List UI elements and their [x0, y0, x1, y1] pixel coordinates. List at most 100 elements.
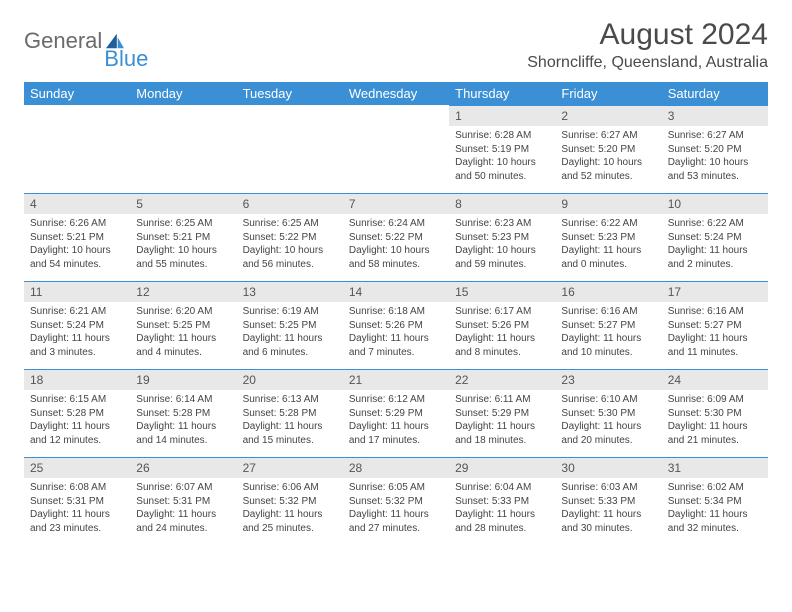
day-number: 24 — [662, 369, 768, 390]
calendar-day-cell: 16Sunrise: 6:16 AMSunset: 5:27 PMDayligh… — [555, 281, 661, 369]
day-content: Sunrise: 6:08 AMSunset: 5:31 PMDaylight:… — [24, 478, 130, 538]
sunrise-line: Sunrise: 6:28 AM — [455, 129, 549, 143]
day-number: 15 — [449, 281, 555, 302]
daylight-line: Daylight: 11 hours and 32 minutes. — [668, 508, 762, 535]
daylight-line: Daylight: 10 hours and 56 minutes. — [243, 244, 337, 271]
calendar-day-cell: 20Sunrise: 6:13 AMSunset: 5:28 PMDayligh… — [237, 369, 343, 457]
calendar-week-row: 4Sunrise: 6:26 AMSunset: 5:21 PMDaylight… — [24, 193, 768, 281]
sunrise-line: Sunrise: 6:18 AM — [349, 305, 443, 319]
calendar-day-cell: 14 Sunrise: 6:18 AMSunset: 5:26 PMDayligh… — [343, 281, 449, 369]
sunset-line: Sunset: 5:30 PM — [561, 407, 655, 421]
daylight-line: Daylight: 11 hours and 23 minutes. — [30, 508, 124, 535]
day-number: 16 — [555, 281, 661, 302]
calendar-day-cell: 22Sunrise: 6:11 AMSunset: 5:29 PMDayligh… — [449, 369, 555, 457]
day-content: Sunrise: 6:27 AMSunset: 5:20 PMDaylight:… — [662, 126, 768, 186]
day-content: Sunrise: 6:14 AMSunset: 5:28 PMDaylight:… — [130, 390, 236, 450]
day-content: Sunrise: 6:16 AMSunset: 5:27 PMDaylight:… — [555, 302, 661, 362]
sunset-line: Sunset: 5:20 PM — [668, 143, 762, 157]
calendar-day-cell — [24, 105, 130, 193]
day-number: 25 — [24, 457, 130, 478]
sunset-line: Sunset: 5:24 PM — [30, 319, 124, 333]
day-number: 1 — [449, 105, 555, 126]
day-number: 12 — [130, 281, 236, 302]
day-number: 2 — [555, 105, 661, 126]
sunrise-line: Sunrise: 6:22 AM — [561, 217, 655, 231]
day-number: 13 — [237, 281, 343, 302]
sunrise-line: Sunrise: 6:24 AM — [349, 217, 443, 231]
day-content: Sunrise: 6:25 AMSunset: 5:21 PMDaylight:… — [130, 214, 236, 274]
weekday-header: Tuesday — [237, 82, 343, 105]
calendar-day-cell: 19Sunrise: 6:14 AMSunset: 5:28 PMDayligh… — [130, 369, 236, 457]
day-number: 30 — [555, 457, 661, 478]
daylight-line: Daylight: 11 hours and 21 minutes. — [668, 420, 762, 447]
sunset-line: Sunset: 5:29 PM — [349, 407, 443, 421]
day-content: Sunrise: 6:15 AMSunset: 5:28 PMDaylight:… — [24, 390, 130, 450]
sunrise-line: Sunrise: 6:04 AM — [455, 481, 549, 495]
calendar-day-cell — [237, 105, 343, 193]
daylight-line: Daylight: 10 hours and 53 minutes. — [668, 156, 762, 183]
day-number: 29 — [449, 457, 555, 478]
sunrise-line: Sunrise: 6:27 AM — [668, 129, 762, 143]
day-content: Sunrise: 6:05 AMSunset: 5:32 PMDaylight:… — [343, 478, 449, 538]
sunrise-line: Sunrise: 6:12 AM — [349, 393, 443, 407]
daylight-line: Daylight: 10 hours and 58 minutes. — [349, 244, 443, 271]
sunset-line: Sunset: 5:27 PM — [668, 319, 762, 333]
daylight-line: Daylight: 11 hours and 20 minutes. — [561, 420, 655, 447]
sunrise-line: Sunrise: 6:19 AM — [243, 305, 337, 319]
day-number: 17 — [662, 281, 768, 302]
location: Shorncliffe, Queensland, Australia — [527, 54, 768, 72]
day-number: 28 — [343, 457, 449, 478]
day-content: Sunrise: 6:22 AMSunset: 5:23 PMDaylight:… — [555, 214, 661, 274]
day-number: 9 — [555, 193, 661, 214]
sunrise-line: Sunrise: 6:14 AM — [136, 393, 230, 407]
calendar-day-cell: 1Sunrise: 6:28 AMSunset: 5:19 PMDaylight… — [449, 105, 555, 193]
calendar-day-cell — [130, 105, 236, 193]
sunrise-line: Sunrise: 6:26 AM — [30, 217, 124, 231]
sunset-line: Sunset: 5:33 PM — [455, 495, 549, 509]
sunrise-line: Sunrise: 6:05 AM — [349, 481, 443, 495]
sunrise-line: Sunrise: 6:11 AM — [455, 393, 549, 407]
sunrise-line: Sunrise: 6:21 AM — [30, 305, 124, 319]
calendar-day-cell: 23Sunrise: 6:10 AMSunset: 5:30 PMDayligh… — [555, 369, 661, 457]
day-content: Sunrise: 6:19 AMSunset: 5:25 PMDaylight:… — [237, 302, 343, 362]
sunrise-line: Sunrise: 6:23 AM — [455, 217, 549, 231]
day-number: 22 — [449, 369, 555, 390]
sunset-line: Sunset: 5:21 PM — [136, 231, 230, 245]
calendar-day-cell: 25Sunrise: 6:08 AMSunset: 5:31 PMDayligh… — [24, 457, 130, 545]
daylight-line: Daylight: 11 hours and 10 minutes. — [561, 332, 655, 359]
header: General Blue August 2024 Shorncliffe, Qu… — [24, 18, 768, 72]
day-number: 19 — [130, 369, 236, 390]
brand-text-1: General — [24, 28, 102, 54]
sunset-line: Sunset: 5:21 PM — [30, 231, 124, 245]
day-number: 14 — [343, 281, 449, 302]
sunset-line: Sunset: 5:26 PM — [349, 319, 443, 333]
day-number: 8 — [449, 193, 555, 214]
sunset-line: Sunset: 5:25 PM — [136, 319, 230, 333]
day-number: 7 — [343, 193, 449, 214]
calendar-week-row: 18Sunrise: 6:15 AMSunset: 5:28 PMDayligh… — [24, 369, 768, 457]
daylight-line: Daylight: 11 hours and 8 minutes. — [455, 332, 549, 359]
calendar-table: SundayMondayTuesdayWednesdayThursdayFrid… — [24, 82, 768, 545]
day-content: Sunrise: 6:06 AMSunset: 5:32 PMDaylight:… — [237, 478, 343, 538]
daylight-line: Daylight: 11 hours and 7 minutes. — [349, 332, 443, 359]
sunset-line: Sunset: 5:32 PM — [243, 495, 337, 509]
day-number: 18 — [24, 369, 130, 390]
calendar-day-cell: 3Sunrise: 6:27 AMSunset: 5:20 PMDaylight… — [662, 105, 768, 193]
sunset-line: Sunset: 5:31 PM — [136, 495, 230, 509]
day-number: 26 — [130, 457, 236, 478]
day-content: Sunrise: 6:24 AMSunset: 5:22 PMDaylight:… — [343, 214, 449, 274]
sunset-line: Sunset: 5:20 PM — [561, 143, 655, 157]
sunset-line: Sunset: 5:29 PM — [455, 407, 549, 421]
sunset-line: Sunset: 5:22 PM — [349, 231, 443, 245]
day-content: Sunrise: 6:25 AMSunset: 5:22 PMDaylight:… — [237, 214, 343, 274]
sunrise-line: Sunrise: 6:07 AM — [136, 481, 230, 495]
day-content: Sunrise: 6:20 AMSunset: 5:25 PMDaylight:… — [130, 302, 236, 362]
day-number: 20 — [237, 369, 343, 390]
day-content: Sunrise: 6:11 AMSunset: 5:29 PMDaylight:… — [449, 390, 555, 450]
calendar-day-cell: 8Sunrise: 6:23 AMSunset: 5:23 PMDaylight… — [449, 193, 555, 281]
day-content: Sunrise: 6:22 AMSunset: 5:24 PMDaylight:… — [662, 214, 768, 274]
sunrise-line: Sunrise: 6:08 AM — [30, 481, 124, 495]
sunset-line: Sunset: 5:34 PM — [668, 495, 762, 509]
sunset-line: Sunset: 5:28 PM — [243, 407, 337, 421]
sunrise-line: Sunrise: 6:13 AM — [243, 393, 337, 407]
